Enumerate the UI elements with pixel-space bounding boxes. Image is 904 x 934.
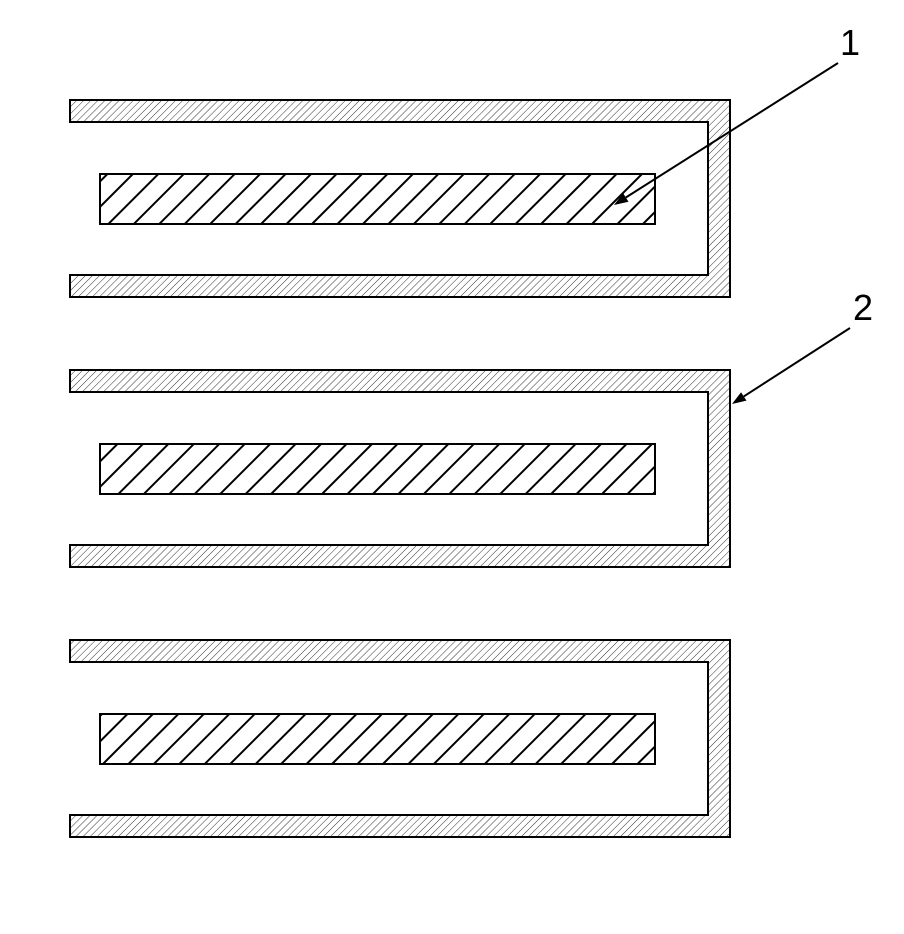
label-text: 1 bbox=[840, 22, 860, 63]
label-text: 2 bbox=[853, 287, 873, 328]
leader-line bbox=[626, 63, 838, 198]
inner-bar-1 bbox=[100, 174, 655, 224]
leader-line bbox=[744, 328, 850, 396]
label-2: 2 bbox=[732, 287, 873, 404]
inner-bar-2 bbox=[100, 444, 655, 494]
leader-arrowhead bbox=[732, 392, 746, 404]
inner-bar-3 bbox=[100, 714, 655, 764]
